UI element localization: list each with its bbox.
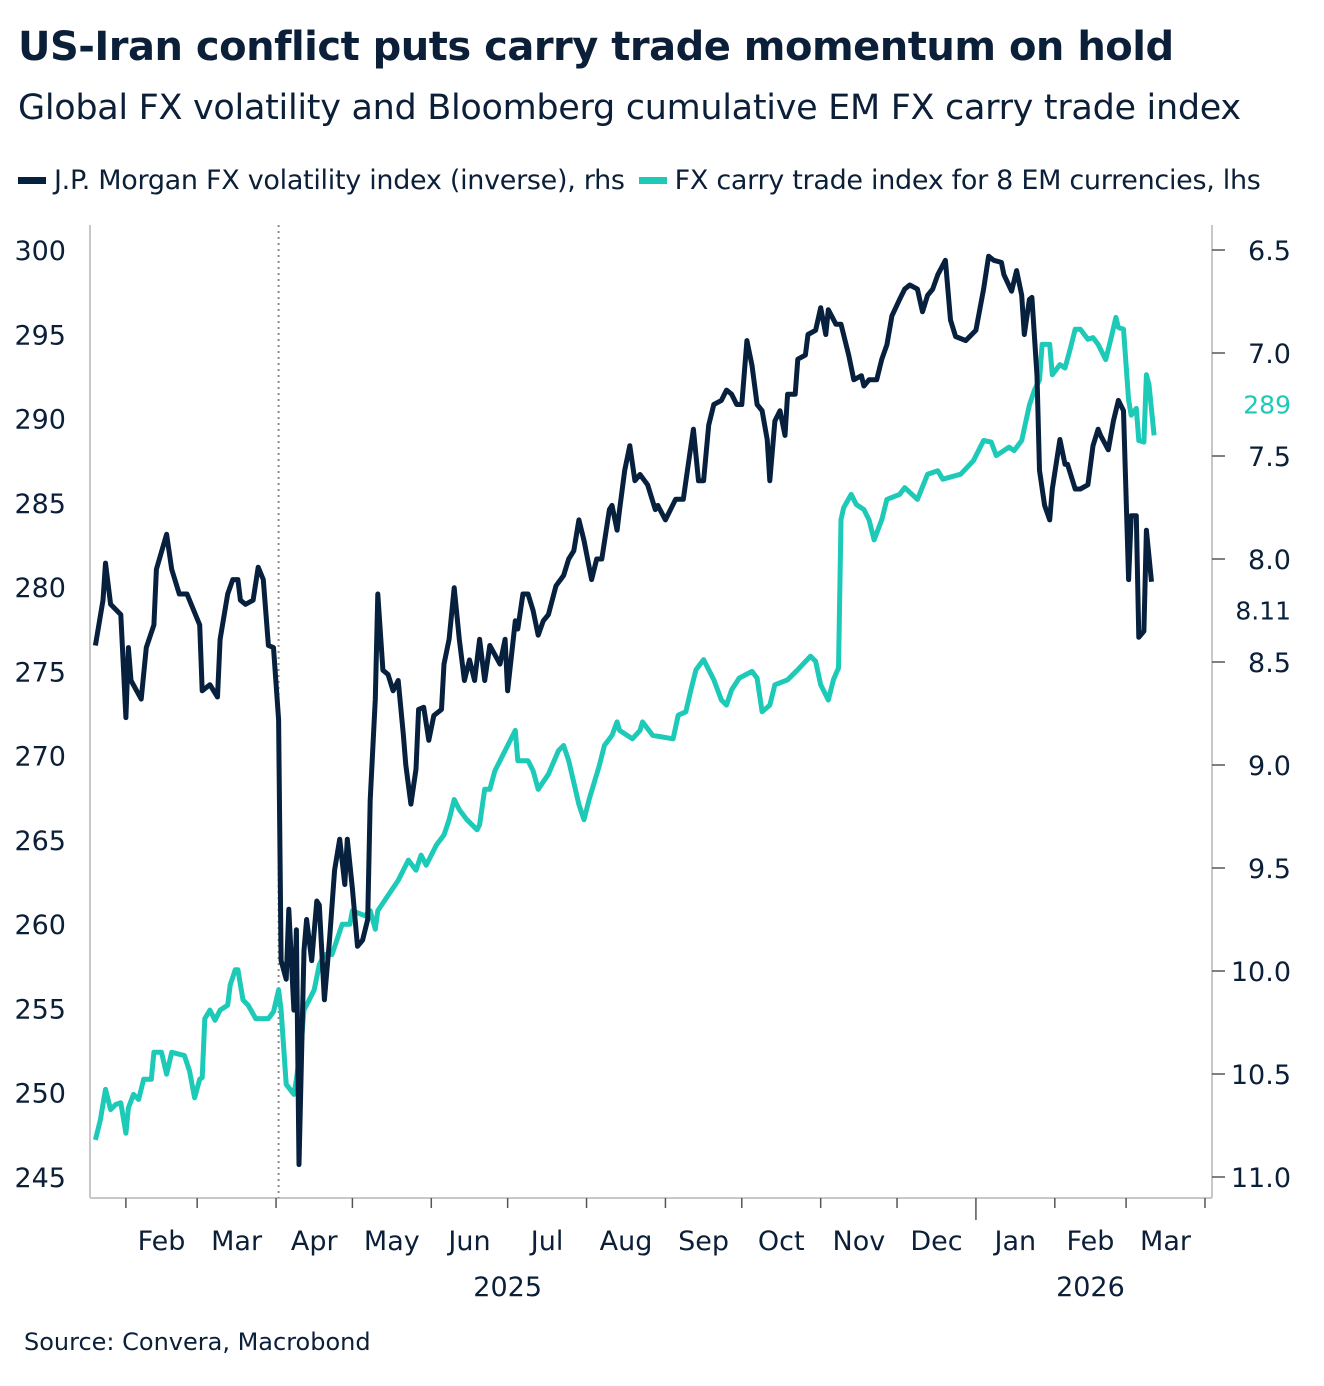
volatility-line <box>92 253 1154 1168</box>
last-value-label-carry: 289 <box>1243 391 1291 420</box>
carry-trade-line <box>92 314 1157 1141</box>
x-tick-label-month: Aug <box>600 1226 653 1257</box>
last-value-label-volatility: 8.11 <box>1235 597 1291 626</box>
y-left-tick-label: 260 <box>14 910 66 941</box>
y-right-tick-label: 8.0 <box>1248 545 1291 576</box>
legend-item-volatility: J.P. Morgan FX volatility index (inverse… <box>18 165 625 196</box>
x-tick-label-month: Sep <box>678 1226 729 1257</box>
y-left-tick-label: 295 <box>14 320 66 351</box>
x-tick-label-month: May <box>364 1226 420 1257</box>
y-left-tick-label: 280 <box>14 573 66 604</box>
y-right-tick-label: 9.0 <box>1248 751 1291 782</box>
y-left-tick-label: 270 <box>14 742 66 773</box>
y-right-tick-label: 11.0 <box>1231 1163 1291 1194</box>
x-year-label: 2025 <box>473 1272 542 1303</box>
x-tick-label-month: Nov <box>833 1226 886 1257</box>
x-tick-label-month: Jan <box>993 1226 1037 1257</box>
legend-label-volatility: J.P. Morgan FX volatility index (inverse… <box>54 165 625 196</box>
x-tick-label-month: Jun <box>446 1226 490 1257</box>
legend-item-carry: FX carry trade index for 8 EM currencies… <box>638 165 1261 196</box>
legend: J.P. Morgan FX volatility index (inverse… <box>18 165 1275 196</box>
y-left-tick-label: 245 <box>14 1163 66 1194</box>
legend-swatch-carry <box>638 177 667 184</box>
y-left-tick-label: 300 <box>14 236 66 267</box>
x-tick-label-month: Mar <box>211 1226 263 1257</box>
x-tick-label-month: Oct <box>758 1226 805 1257</box>
y-right-tick-label: 7.5 <box>1248 442 1291 473</box>
y-right-tick-label: 8.5 <box>1248 648 1291 679</box>
x-tick-label-month: Dec <box>910 1226 962 1257</box>
x-tick-label-month: Feb <box>1067 1226 1115 1257</box>
x-tick-label-month: Jul <box>529 1226 564 1257</box>
x-year-label: 2026 <box>1056 1272 1125 1303</box>
y-left-tick-label: 255 <box>14 994 66 1025</box>
chart-subtitle: Global FX volatility and Bloomberg cumul… <box>18 88 1241 128</box>
y-right-tick-label: 9.5 <box>1248 854 1291 885</box>
y-left-tick-label: 285 <box>14 489 66 520</box>
y-right-tick-label: 10.0 <box>1231 957 1291 988</box>
y-left-tick-label: 275 <box>14 657 66 688</box>
chart-title: US-Iran conflict puts carry trade moment… <box>18 24 1174 70</box>
y-left-tick-label: 265 <box>14 826 66 857</box>
x-tick-label-month: Apr <box>291 1226 339 1257</box>
carry-series <box>92 314 1157 1141</box>
x-tick-label-month: Mar <box>1140 1226 1192 1257</box>
source-note: Source: Convera, Macrobond <box>24 1328 371 1356</box>
y-left-tick-label: 250 <box>14 1079 66 1110</box>
x-tick-label-month: Feb <box>138 1226 186 1257</box>
legend-swatch-volatility <box>18 177 46 184</box>
y-right-tick-label: 6.5 <box>1248 236 1291 267</box>
y-right-tick-label: 7.0 <box>1248 339 1291 370</box>
legend-label-carry: FX carry trade index for 8 EM currencies… <box>674 165 1261 196</box>
y-left-tick-label: 290 <box>14 405 66 436</box>
volatility-series <box>92 253 1154 1168</box>
y-right-tick-label: 10.5 <box>1231 1060 1291 1091</box>
